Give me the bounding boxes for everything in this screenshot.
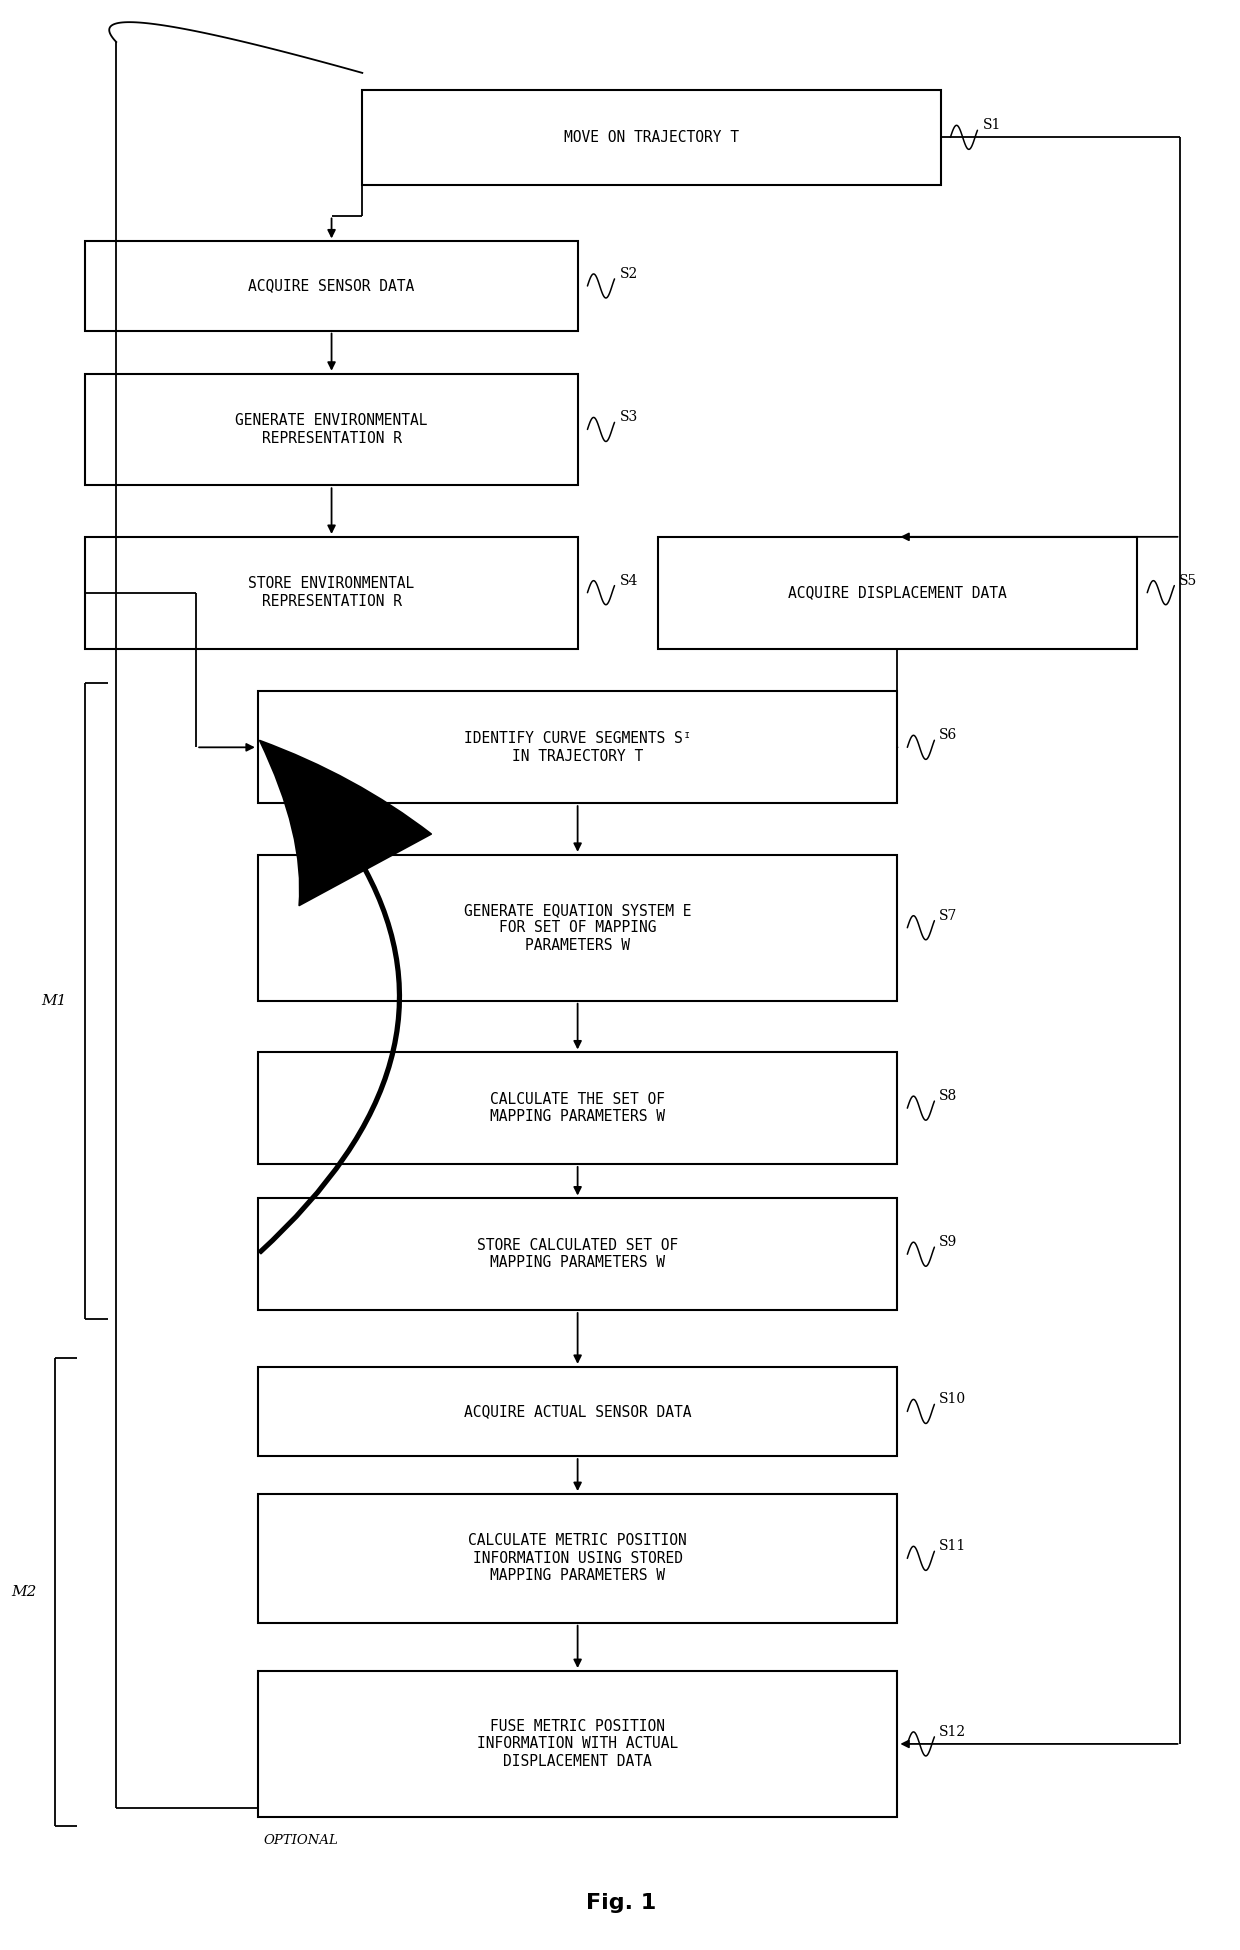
- FancyBboxPatch shape: [258, 692, 898, 803]
- FancyBboxPatch shape: [258, 1367, 898, 1457]
- Text: IDENTIFY CURVE SEGMENTS Sᴵ
IN TRAJECTORY T: IDENTIFY CURVE SEGMENTS Sᴵ IN TRAJECTORY…: [464, 731, 692, 764]
- Text: ACQUIRE DISPLACEMENT DATA: ACQUIRE DISPLACEMENT DATA: [789, 585, 1007, 601]
- FancyBboxPatch shape: [258, 1199, 898, 1310]
- Text: STORE ENVIRONMENTAL
REPRESENTATION R: STORE ENVIRONMENTAL REPRESENTATION R: [248, 577, 414, 608]
- Text: S12: S12: [940, 1726, 966, 1739]
- Text: M1: M1: [42, 994, 67, 1008]
- FancyBboxPatch shape: [258, 854, 898, 1000]
- Text: MOVE ON TRAJECTORY T: MOVE ON TRAJECTORY T: [564, 131, 739, 144]
- Text: S9: S9: [940, 1234, 957, 1250]
- Text: S3: S3: [620, 410, 637, 425]
- FancyBboxPatch shape: [362, 90, 941, 185]
- Text: M2: M2: [11, 1585, 36, 1599]
- Text: S7: S7: [940, 909, 957, 922]
- FancyArrowPatch shape: [259, 741, 432, 1254]
- FancyBboxPatch shape: [657, 536, 1137, 649]
- Text: ACQUIRE SENSOR DATA: ACQUIRE SENSOR DATA: [248, 279, 414, 292]
- Text: S8: S8: [940, 1088, 957, 1104]
- Text: ACQUIRE ACTUAL SENSOR DATA: ACQUIRE ACTUAL SENSOR DATA: [464, 1404, 692, 1420]
- Text: S2: S2: [620, 267, 637, 281]
- FancyBboxPatch shape: [86, 536, 578, 649]
- Text: Fig. 1: Fig. 1: [585, 1893, 656, 1913]
- Text: CALCULATE METRIC POSITION
INFORMATION USING STORED
MAPPING PARAMETERS W: CALCULATE METRIC POSITION INFORMATION US…: [469, 1533, 687, 1583]
- Text: S10: S10: [940, 1392, 966, 1406]
- Text: STORE CALCULATED SET OF
MAPPING PARAMETERS W: STORE CALCULATED SET OF MAPPING PARAMETE…: [477, 1238, 678, 1269]
- FancyBboxPatch shape: [258, 1494, 898, 1622]
- Text: S1: S1: [982, 119, 1001, 133]
- Text: GENERATE ENVIRONMENTAL
REPRESENTATION R: GENERATE ENVIRONMENTAL REPRESENTATION R: [236, 413, 428, 447]
- Text: OPTIONAL: OPTIONAL: [264, 1835, 339, 1847]
- Text: FUSE METRIC POSITION
INFORMATION WITH ACTUAL
DISPLACEMENT DATA: FUSE METRIC POSITION INFORMATION WITH AC…: [477, 1720, 678, 1769]
- Text: S4: S4: [620, 573, 637, 587]
- Text: S5: S5: [1179, 573, 1198, 587]
- FancyBboxPatch shape: [258, 1671, 898, 1817]
- FancyBboxPatch shape: [258, 1053, 898, 1164]
- Text: CALCULATE THE SET OF
MAPPING PARAMETERS W: CALCULATE THE SET OF MAPPING PARAMETERS …: [490, 1092, 665, 1125]
- FancyBboxPatch shape: [86, 242, 578, 332]
- Text: S11: S11: [940, 1539, 966, 1554]
- Text: S6: S6: [940, 727, 957, 743]
- FancyBboxPatch shape: [86, 374, 578, 486]
- Text: GENERATE EQUATION SYSTEM E
FOR SET OF MAPPING
PARAMETERS W: GENERATE EQUATION SYSTEM E FOR SET OF MA…: [464, 903, 692, 954]
